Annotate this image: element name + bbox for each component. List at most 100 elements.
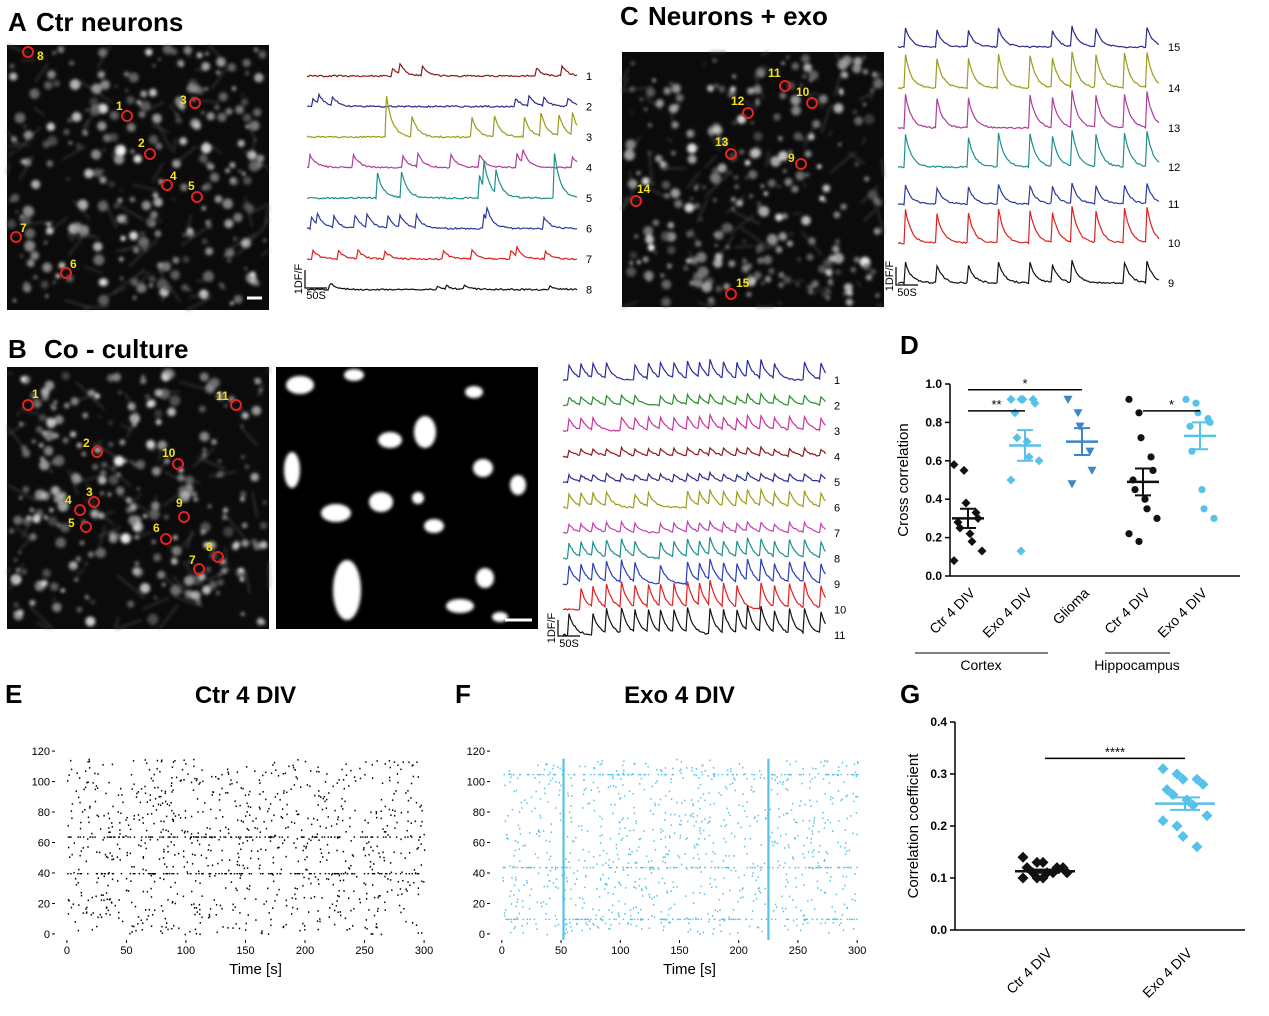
spike (363, 847, 364, 849)
spike (825, 774, 827, 775)
spike (325, 873, 327, 874)
spike (538, 830, 539, 832)
spike (746, 816, 747, 818)
cell (696, 252, 707, 263)
spike (601, 760, 602, 762)
cell (161, 262, 171, 272)
spike (79, 802, 80, 804)
trace-label: 11 (1168, 199, 1179, 211)
spike (777, 783, 778, 785)
cell (801, 54, 810, 63)
spike (171, 928, 172, 930)
spike (273, 814, 274, 816)
cell (216, 591, 220, 595)
spike (199, 844, 200, 846)
spike (626, 835, 627, 837)
trace-label: 3 (834, 426, 840, 438)
spike (570, 898, 571, 900)
spike (259, 868, 260, 870)
cell (173, 535, 178, 540)
cell (46, 160, 53, 167)
spike (390, 879, 391, 881)
cell (41, 580, 48, 587)
spike (783, 867, 784, 869)
cell (817, 164, 822, 169)
spike (765, 817, 766, 819)
spike (202, 781, 203, 783)
spike (201, 895, 202, 897)
spike (160, 930, 161, 932)
spike (787, 919, 789, 920)
spike (630, 915, 631, 917)
spike (239, 838, 240, 840)
spike (660, 774, 662, 775)
data-point (1153, 515, 1160, 522)
cell (16, 210, 19, 213)
cell (828, 279, 833, 284)
spike (78, 869, 79, 871)
spike (808, 867, 810, 868)
spike (519, 848, 520, 850)
cell (242, 172, 245, 175)
spike (322, 856, 323, 858)
spike (160, 820, 161, 822)
spike (686, 867, 688, 868)
spike (350, 840, 351, 842)
spike (584, 902, 585, 904)
spike (651, 872, 652, 874)
spike (219, 799, 220, 801)
cell (751, 278, 756, 283)
cell (243, 114, 251, 122)
spike (721, 919, 723, 920)
spike (416, 924, 417, 926)
spike (303, 850, 304, 852)
spike (399, 905, 400, 907)
spike (687, 821, 688, 823)
spike (527, 919, 529, 920)
spike (733, 855, 734, 857)
spike (608, 909, 609, 911)
spike (318, 839, 319, 841)
cell (662, 181, 670, 189)
spike (510, 919, 512, 920)
spike (541, 906, 542, 908)
cell (159, 291, 162, 294)
spike (262, 791, 263, 793)
spike (142, 929, 143, 931)
spike (609, 867, 611, 868)
spike (749, 926, 750, 928)
cell (47, 70, 56, 79)
spike (695, 919, 697, 920)
spike (381, 934, 382, 936)
spike (372, 836, 374, 837)
roi-label: 9 (788, 151, 795, 165)
spike (764, 777, 765, 779)
spike (856, 919, 858, 920)
spike (610, 838, 611, 840)
spike (753, 791, 754, 793)
trace (563, 580, 826, 610)
spike (239, 873, 241, 874)
cell (41, 281, 49, 289)
spike (843, 867, 845, 868)
spike (746, 853, 747, 855)
spike (515, 879, 516, 881)
spike (789, 867, 791, 868)
cell (136, 283, 146, 293)
cell (156, 143, 163, 150)
mask-blob (321, 504, 351, 522)
cell (648, 244, 655, 251)
cell (209, 378, 220, 389)
spike (760, 777, 761, 779)
spike (764, 888, 765, 890)
spike (519, 774, 521, 775)
spike (567, 881, 568, 883)
spike (421, 932, 422, 934)
cell (778, 136, 783, 141)
spike (308, 878, 309, 880)
spike (350, 865, 351, 867)
spike (661, 922, 662, 924)
cell (125, 90, 127, 92)
spike (391, 889, 392, 891)
spike (178, 853, 179, 855)
